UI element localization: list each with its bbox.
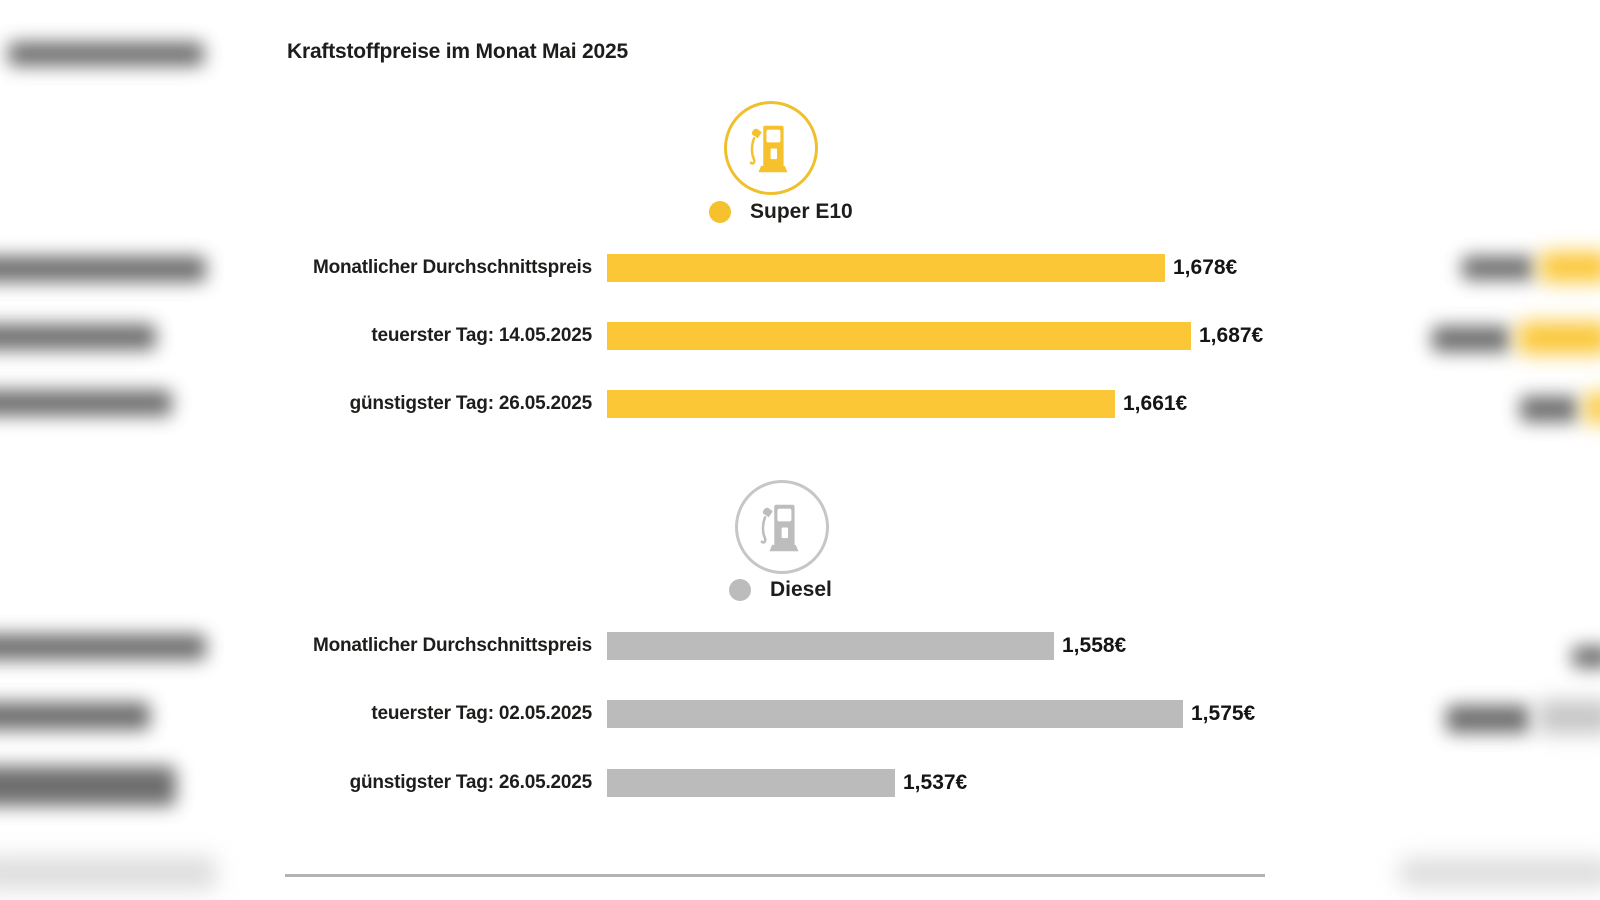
legend-dot-yellow (709, 201, 731, 223)
blurred-bar-ghost (1540, 252, 1600, 282)
bar-value: 1,558€ (1062, 634, 1127, 657)
bar-label: Monatlicher Durchschnittspreis (312, 257, 592, 278)
bar-diesel-average (607, 632, 1054, 660)
divider-line (285, 874, 1265, 877)
legend-super-e10: Super E10 (709, 200, 853, 224)
blurred-text-ghost (0, 324, 156, 350)
bar-label: Monatlicher Durchschnittspreis (312, 635, 592, 656)
blurred-text-ghost (8, 42, 204, 66)
bar-diesel-max (607, 700, 1183, 728)
legend-diesel: Diesel (729, 578, 832, 602)
legend-label: Super E10 (750, 200, 853, 223)
bar-value: 1,687€ (1199, 324, 1264, 347)
bar-row-diesel-max: teuerster Tag: 02.05.2025 1,575€ (285, 700, 1600, 728)
blurred-text-ghost (0, 634, 206, 660)
bar-label: teuerster Tag: 14.05.2025 (371, 325, 592, 346)
bar-row-diesel-average: Monatlicher Durchschnittspreis 1,558€ (285, 632, 1600, 660)
blurred-text-ghost (1572, 646, 1600, 668)
blurred-text-ghost (0, 766, 176, 806)
legend-label: Diesel (770, 578, 832, 601)
bar-value: 1,575€ (1191, 702, 1256, 725)
blurred-text-ghost (1520, 396, 1578, 422)
bar-value: 1,678€ (1173, 256, 1238, 279)
bar-label: günstigster Tag: 26.05.2025 (349, 772, 593, 793)
bar-value: 1,661€ (1123, 392, 1188, 415)
fuel-pump-icon (735, 480, 829, 574)
blurred-band-ghost (1400, 858, 1600, 888)
blurred-text-ghost (0, 390, 172, 416)
blurred-text-ghost (0, 702, 150, 730)
bar-row-e10-average: Monatlicher Durchschnittspreis 1,678€ (285, 254, 1600, 282)
blurred-band-ghost (0, 856, 216, 890)
bar-e10-average (607, 254, 1165, 282)
blurred-text-ghost (0, 256, 206, 282)
fuel-pump-icon (724, 101, 818, 195)
bar-row-e10-max: teuerster Tag: 14.05.2025 1,687€ (285, 322, 1600, 350)
blurred-text-ghost (1462, 256, 1534, 280)
bar-value: 1,537€ (903, 771, 968, 794)
blurred-text-ghost (1432, 326, 1510, 352)
bar-e10-min (607, 390, 1115, 418)
bar-diesel-min (607, 769, 895, 797)
bar-label: günstigster Tag: 26.05.2025 (349, 393, 593, 414)
bar-row-diesel-min: günstigster Tag: 26.05.2025 1,537€ (285, 769, 1600, 797)
legend-dot-gray (729, 579, 751, 601)
blurred-text-ghost (1446, 705, 1530, 733)
chart-title: Kraftstoffpreise im Monat Mai 2025 (287, 40, 628, 63)
blurred-bar-ghost (1586, 392, 1600, 424)
bar-label: teuerster Tag: 02.05.2025 (371, 703, 592, 724)
bar-row-e10-min: günstigster Tag: 26.05.2025 1,661€ (285, 390, 1600, 418)
blurred-bar-ghost (1518, 322, 1600, 354)
blurred-bar-ghost (1538, 700, 1600, 734)
bar-e10-max (607, 322, 1191, 350)
